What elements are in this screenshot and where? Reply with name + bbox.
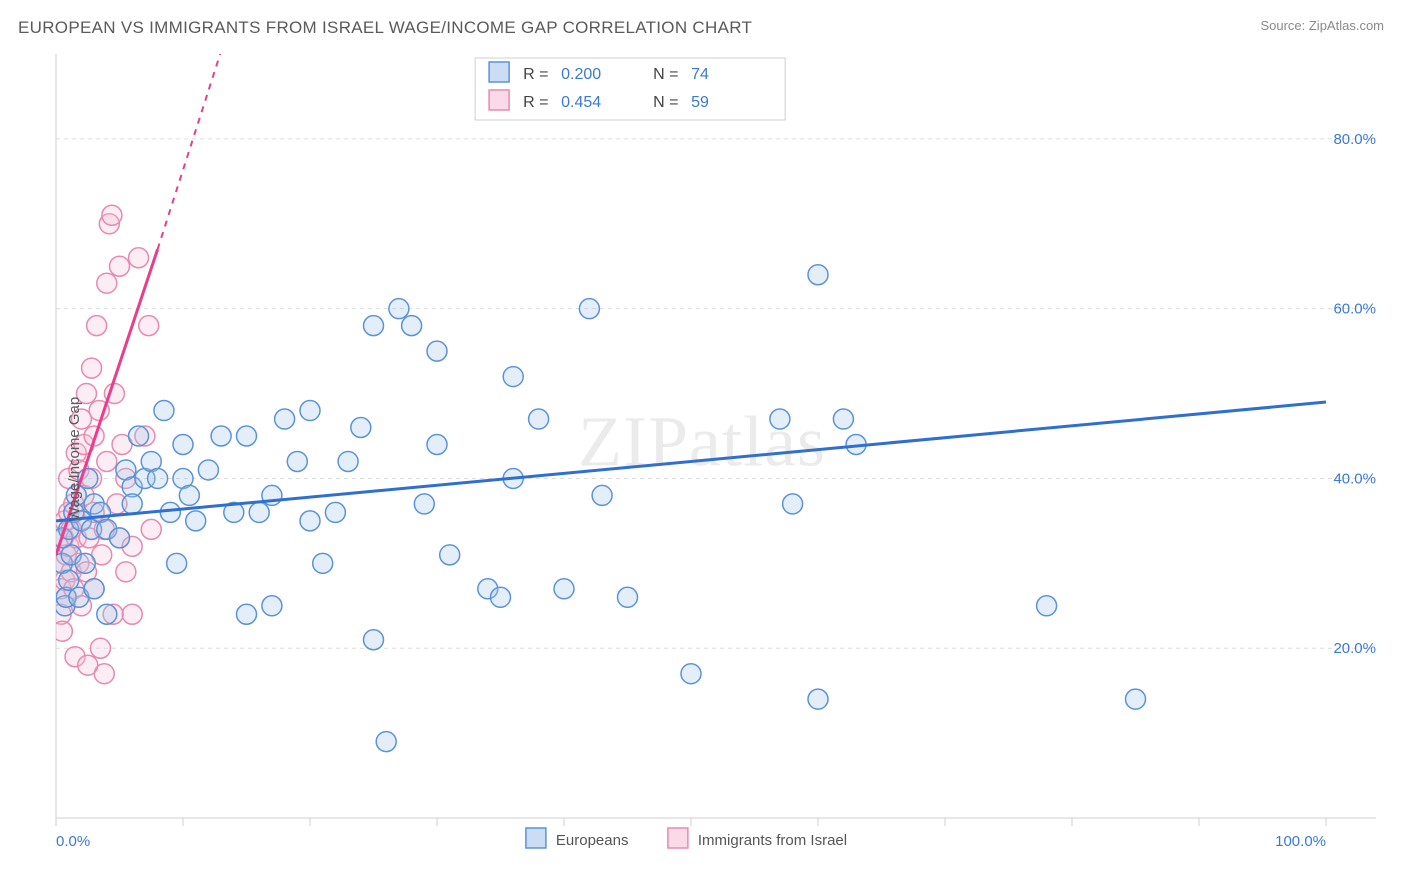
trend-europeans [56,402,1326,521]
data-point [414,494,434,514]
chart-title: EUROPEAN VS IMMIGRANTS FROM ISRAEL WAGE/… [18,18,752,38]
data-point [364,630,384,650]
data-point [300,511,320,531]
data-point [129,426,149,446]
y-tick-label: 80.0% [1333,131,1376,148]
x-tick-label: 100.0% [1275,833,1326,850]
legend-r-label: R = [523,94,548,111]
data-point [116,562,136,582]
trend-immigrants-dashed [158,46,234,249]
legend-swatch-icon [668,828,688,848]
data-point [770,409,790,429]
data-point [808,265,828,285]
legend-n-label: N = [653,66,678,83]
data-point [275,409,295,429]
legend-series-label: Immigrants from Israel [698,832,847,849]
data-point [78,655,98,675]
data-point [1126,689,1146,709]
data-point [97,451,117,471]
y-tick-label: 60.0% [1333,301,1376,318]
data-point [376,732,396,752]
data-point [129,248,149,268]
data-point [82,358,102,378]
data-point [249,502,269,522]
y-tick-label: 40.0% [1333,470,1376,487]
data-point [139,316,159,336]
data-point [364,316,384,336]
y-tick-label: 20.0% [1333,640,1376,657]
data-point [618,587,638,607]
data-point [90,638,110,658]
data-point [160,502,180,522]
data-point [110,528,130,548]
legend-swatch-icon [489,90,509,110]
legend-r-value: 0.200 [561,66,601,83]
legend-series-label: Europeans [556,832,629,849]
legend-n-label: N = [653,94,678,111]
data-point [97,604,117,624]
y-axis-label: Wage/Income Gap [66,397,83,522]
data-point [102,205,122,225]
data-point [122,604,142,624]
data-point [808,689,828,709]
data-point [211,426,231,446]
data-point [300,401,320,421]
data-point [440,545,460,565]
data-point [402,316,422,336]
data-point [783,494,803,514]
data-point [287,451,307,471]
data-point [529,409,549,429]
legend-r-value: 0.454 [561,94,601,111]
data-point [313,553,333,573]
data-point [87,316,107,336]
data-point [179,485,199,505]
chart-container: Wage/Income Gap ZIPatlas 20.0%40.0%60.0%… [18,46,1386,872]
data-point [148,468,168,488]
legend-n-value: 74 [691,66,709,83]
data-point [84,579,104,599]
data-point [186,511,206,531]
data-point [351,418,371,438]
data-point [75,553,95,573]
data-point [122,494,142,514]
data-point [237,604,257,624]
source-attribution: Source: ZipAtlas.com [1260,18,1384,33]
data-point [338,451,358,471]
data-point [141,519,161,539]
legend-n-value: 59 [691,94,709,111]
data-point [833,409,853,429]
data-point [491,587,511,607]
data-point [167,553,187,573]
series-europeans [52,265,1145,752]
data-point [52,621,72,641]
data-point [592,485,612,505]
scatter-chart: 20.0% 40.0% 60.0% 80.0% 0.0% 100.0% R = 0.200 N … [18,46,1386,872]
data-point [579,299,599,319]
data-point [554,579,574,599]
stats-legend-box [475,58,785,120]
legend-swatch-icon [526,828,546,848]
data-point [173,434,193,454]
data-point [198,460,218,480]
data-point [325,502,345,522]
legend-r-label: R = [523,66,548,83]
data-point [681,664,701,684]
data-point [110,256,130,276]
data-point [427,434,447,454]
data-point [1037,596,1057,616]
data-point [97,273,117,293]
x-tick-label: 0.0% [56,833,90,850]
data-point [262,596,282,616]
data-point [503,367,523,387]
data-point [237,426,257,446]
data-point [154,401,174,421]
legend-swatch-icon [489,62,509,82]
data-point [427,341,447,361]
data-point [389,299,409,319]
